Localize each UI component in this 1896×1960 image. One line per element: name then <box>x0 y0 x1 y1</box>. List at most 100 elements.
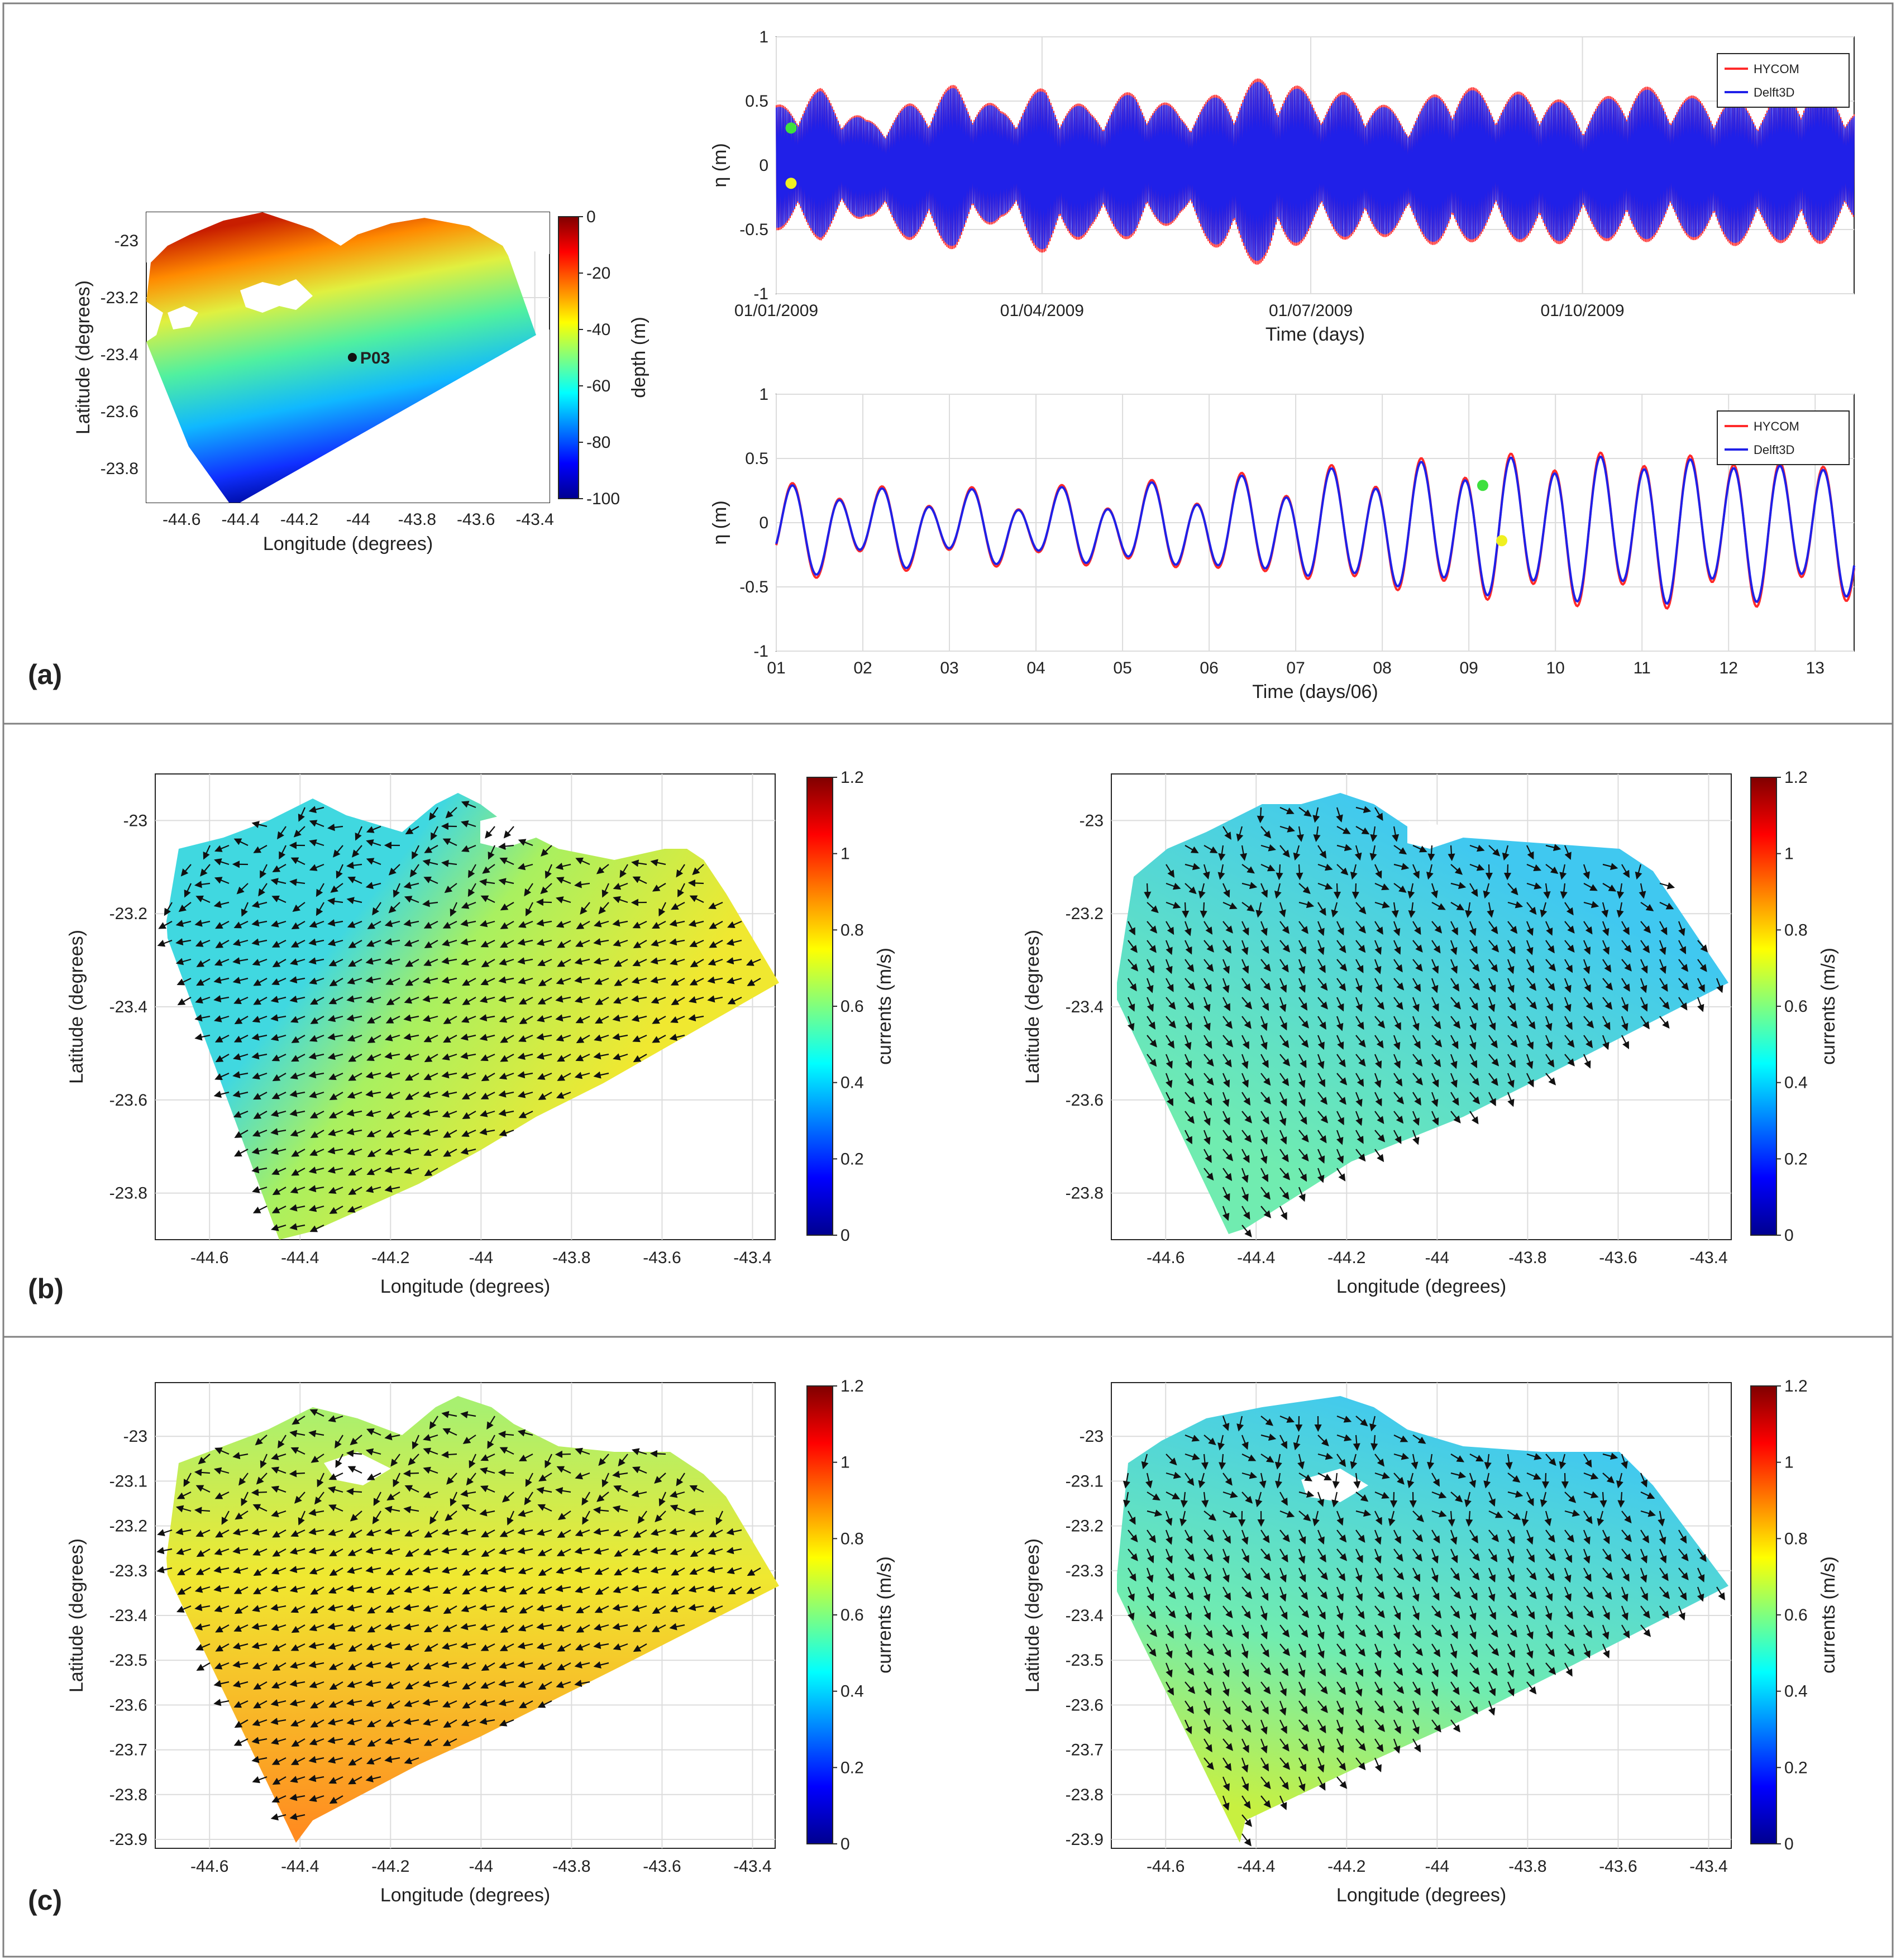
current-arrow <box>498 1090 514 1098</box>
current-arrow <box>366 1016 381 1024</box>
current-arrow <box>405 1073 419 1081</box>
current-arrow <box>1602 863 1618 871</box>
cur-b-left-xtick-label: -43.4 <box>733 1249 771 1267</box>
current-arrow <box>195 939 211 947</box>
current-arrow <box>366 858 381 866</box>
current-arrow <box>1241 978 1251 992</box>
current-arrow <box>593 1071 609 1079</box>
current-arrow <box>1412 845 1427 853</box>
june-legend: HYCOM Delft3D <box>1717 410 1850 465</box>
cur-c-left-ytick-label: -23.3 <box>109 1562 147 1580</box>
current-arrow <box>460 1052 476 1060</box>
current-arrow <box>404 939 419 947</box>
current-arrow <box>251 1147 268 1155</box>
cur-b-left-colorbar-tick-label: 1 <box>840 845 850 863</box>
current-arrow <box>1238 1510 1246 1527</box>
current-arrow <box>258 883 268 897</box>
current-arrow <box>481 1073 495 1082</box>
cur-b-right-xlabel: Longitude (degrees) <box>1336 1276 1506 1297</box>
current-arrow <box>462 1111 476 1119</box>
current-arrow <box>253 1111 268 1119</box>
current-arrow <box>355 826 362 841</box>
current-arrow <box>234 1130 249 1138</box>
cur-b-right-ylabel: Latitude (degrees) <box>1022 930 1043 1084</box>
current-arrow <box>1431 921 1443 934</box>
current-arrow <box>613 882 628 890</box>
current-arrow <box>1697 959 1707 972</box>
current-arrow <box>1354 845 1362 861</box>
year-ytick-label: 1 <box>759 28 768 46</box>
bathymetry-xlabel: Longitude (degrees) <box>263 533 433 554</box>
current-arrow <box>1545 940 1555 954</box>
current-arrow <box>1374 882 1389 891</box>
current-arrow <box>632 1034 647 1043</box>
current-arrow <box>309 1111 324 1118</box>
current-arrow <box>346 1014 362 1022</box>
current-arrow <box>479 1014 495 1022</box>
bathymetry-ytick-label: -23.6 <box>101 403 139 421</box>
cur-b-left-colorbar-tick-label: 0 <box>840 1226 850 1245</box>
current-arrow <box>403 882 419 889</box>
current-arrow <box>1450 959 1458 974</box>
current-arrow <box>669 1034 685 1041</box>
current-arrow <box>1127 997 1135 1012</box>
current-arrow <box>612 919 628 927</box>
current-arrow <box>1465 902 1473 918</box>
depth-colorbar-tick-label: 0 <box>586 208 596 226</box>
current-arrow <box>1393 940 1401 955</box>
current-arrow <box>1545 921 1553 936</box>
current-arrow <box>1222 901 1238 910</box>
cur-c-right-colorbar-tick-label: 0 <box>1784 1835 1794 1853</box>
current-arrow <box>1279 902 1286 917</box>
current-arrow <box>1640 902 1654 911</box>
current-arrow <box>1659 902 1674 910</box>
cur-c-right-ytick-label: -23.6 <box>1066 1696 1104 1714</box>
current-arrow <box>500 902 514 911</box>
current-arrow <box>328 1186 343 1194</box>
current-arrow <box>347 1091 362 1099</box>
current-arrow <box>385 1091 400 1099</box>
current-arrow <box>308 957 324 965</box>
current-arrow <box>1583 959 1591 974</box>
current-arrow <box>1488 845 1501 857</box>
cur-c-right-colorbar-tick-label: 0.2 <box>1784 1758 1808 1777</box>
june-ytick-label: 0 <box>759 514 768 532</box>
current-arrow <box>365 1185 381 1193</box>
bathymetry-map: -44.6 -44.4 -44.2 -44 -43.8 -43.6 -43.4 -23 -23.… <box>73 208 649 554</box>
current-arrow <box>271 977 286 986</box>
current-arrow <box>1260 863 1276 872</box>
current-arrow <box>234 1016 249 1025</box>
current-arrow <box>517 863 533 871</box>
current-arrow <box>1639 883 1646 899</box>
current-arrow <box>1412 940 1423 953</box>
current-arrow <box>574 1072 590 1079</box>
current-arrow <box>652 1035 666 1043</box>
current-arrow <box>175 958 192 965</box>
current-arrow <box>1222 997 1230 1012</box>
current-arrow <box>404 1053 419 1061</box>
current-arrow <box>289 995 305 1003</box>
current-arrow <box>1564 959 1573 973</box>
current-arrow <box>405 959 419 967</box>
current-arrow <box>500 921 514 929</box>
current-arrow <box>1222 959 1230 974</box>
current-arrow <box>1317 863 1333 871</box>
current-arrow <box>214 844 230 852</box>
cur-c-left-xtick-label: -44.4 <box>281 1857 319 1876</box>
current-arrow <box>309 1091 324 1098</box>
current-arrow <box>1200 902 1207 919</box>
current-arrow <box>461 1129 476 1137</box>
cur-b-left-ytick-label: -23.8 <box>109 1184 147 1203</box>
current-arrow <box>365 957 381 965</box>
june-xtick-label: 01 <box>767 659 785 677</box>
current-arrow <box>1296 864 1303 881</box>
current-arrow <box>576 1035 590 1044</box>
current-arrow <box>251 919 268 927</box>
current-arrow <box>308 938 324 946</box>
current-arrow <box>1502 845 1510 861</box>
current-arrow <box>1336 940 1346 953</box>
sea-level-june-chart: 01 02 03 04 05 06 07 08 09 10 11 12 13 1 0.5 0 -0.5 -1 Ti… <box>709 385 1855 702</box>
current-arrow <box>1507 901 1524 909</box>
cur-c-left-ytick-label: -23.2 <box>109 1517 147 1536</box>
